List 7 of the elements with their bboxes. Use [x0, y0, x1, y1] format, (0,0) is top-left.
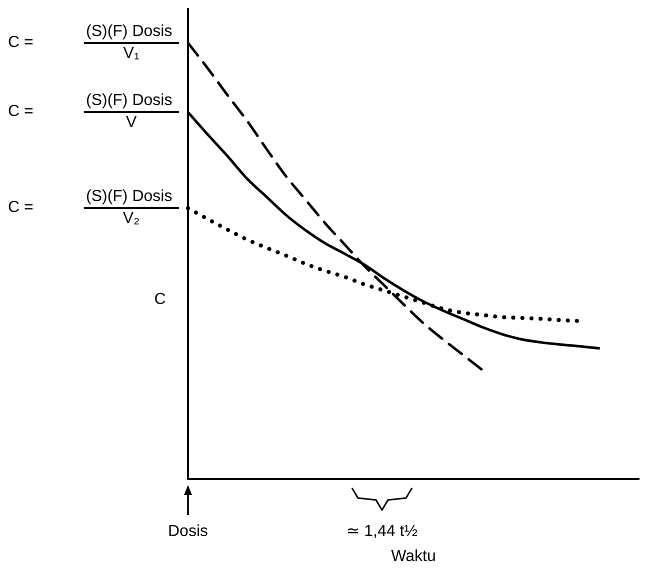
text: C = (S)(F) Dosis V₂	[8, 188, 172, 228]
text: ≃ 1,44 t½	[345, 522, 419, 541]
text: C = (S)(F) Dosis V₁	[8, 22, 172, 62]
y-axis-title: C	[153, 290, 167, 309]
text: C = (S)(F) Dosis V	[8, 92, 172, 132]
x-axis-title: Waktu	[391, 548, 436, 565]
text: Dosis	[166, 522, 209, 541]
